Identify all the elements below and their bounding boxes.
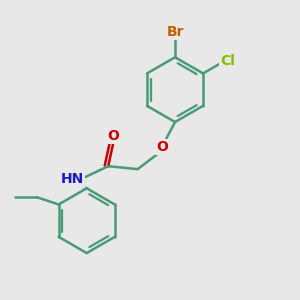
Text: HN: HN xyxy=(60,172,84,186)
Text: Cl: Cl xyxy=(220,54,235,68)
Text: O: O xyxy=(156,140,168,154)
Text: O: O xyxy=(108,129,119,142)
Text: Br: Br xyxy=(166,25,184,39)
